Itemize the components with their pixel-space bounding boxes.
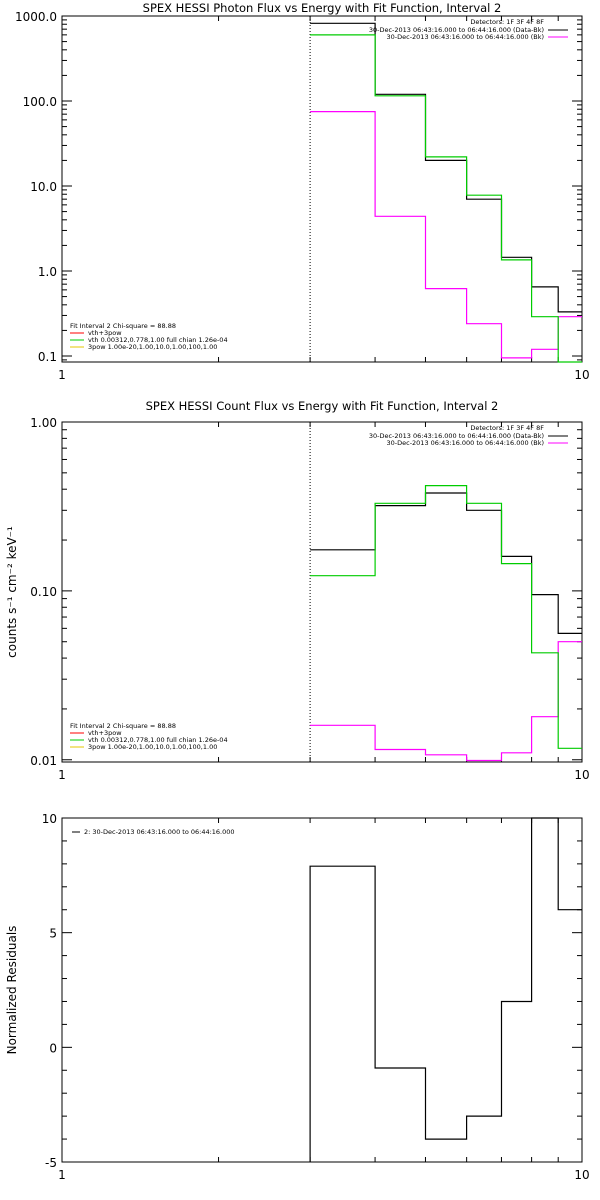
series-group [310,485,582,762]
series-line-0 [310,22,582,313]
x-tick-label: 10 [574,768,589,782]
y-tick-label: 1000.0 [15,10,57,24]
series-line-2 [310,485,582,749]
y-tick-label: 1.00 [30,416,57,430]
y-tick-label: 0.01 [30,754,57,768]
legend-header: Detectors: 1F 3F 4F 8F [470,18,544,26]
y-axis-label: counts s⁻¹ cm⁻² keV⁻¹ [5,526,19,658]
legend-label: 30-Dec-2013 06:43:16.000 to 06:44:16.000… [369,26,544,34]
axes-frame [61,15,583,363]
x-tick-label: 1 [58,768,66,782]
fit-legend-label: vth+3pow [88,329,122,337]
y-tick-label: 0.1 [38,350,57,364]
y-tick-label: 5 [49,927,57,941]
chart-panel-resid: Normalized Residuals 1 10 -5 0 5 10 2: 30-Dec-2… [5,812,590,1182]
fit-legend-label: vth 0.00312,0.778,1.00 full chian 1.26e-… [88,736,228,744]
axes-frame [61,421,583,763]
x-tick-label: 10 [574,1168,589,1182]
y-tick-label: 0 [49,1041,57,1055]
chart-panel-photon: SPEX HESSI Photon Flux vs Energy with Fi… [15,1,590,382]
y-tick-label: 10.0 [30,180,57,194]
y-axis-ticks: 0.01 0.10 1.00 [30,416,582,768]
y-axis-ticks: -5 0 5 10 [42,812,582,1170]
legend-label: 30-Dec-2013 06:43:16.000 to 06:44:16.000… [369,432,544,440]
fit-legend-label: 3pow 1.00e-20,1.00,10.0,1.00,100,1.00 [88,343,217,351]
series-group [309,817,582,1162]
fit-legend-label: 3pow 1.00e-20,1.00,10.0,1.00,100,1.00 [88,743,217,751]
y-axis-label: Normalized Residuals [5,926,19,1055]
y-tick-label: 1.0 [38,265,57,279]
fit-legend-label: vth 0.00312,0.778,1.00 full chian 1.26e-… [88,336,228,344]
legend-label: 30-Dec-2013 06:43:16.000 to 06:44:16.000… [387,439,545,447]
fit-legend-header: Fit Interval 2 Chi-square = 88.88 [70,722,176,730]
x-tick-label: 1 [58,368,66,382]
legend-label: 30-Dec-2013 06:43:16.000 to 06:44:16.000… [387,33,545,41]
series-line-0 [309,817,582,1162]
x-tick-label: 10 [574,368,589,382]
legend-bottom: Fit Interval 2 Chi-square = 88.88vth+3po… [70,722,228,751]
legend-bottom: Fit Interval 2 Chi-square = 88.88vth+3po… [70,322,228,351]
fit-legend-header: Fit Interval 2 Chi-square = 88.88 [70,322,176,330]
legend-header: Detectors: 1F 3F 4F 8F [470,424,544,432]
y-axis-ticks: 0.1 1.0 10.0 100.0 1000.0 [15,10,582,364]
x-axis-ticks: 1 10 [58,422,590,782]
x-tick-label: 1 [58,1168,66,1182]
legend-label: 2: 30-Dec-2013 06:43:16.000 to 06:44:16.… [84,828,235,836]
legend-top: 2: 30-Dec-2013 06:43:16.000 to 06:44:16.… [72,828,235,836]
y-tick-label: 0.10 [30,585,57,599]
chart-panel-count: SPEX HESSI Count Flux vs Energy with Fit… [5,399,590,782]
y-tick-label: -5 [45,1156,57,1170]
x-axis-ticks: 1 10 [58,818,590,1182]
chart-title: SPEX HESSI Photon Flux vs Energy with Fi… [143,1,502,15]
series-line-1 [310,111,582,359]
series-group [310,22,582,363]
chart-title: SPEX HESSI Count Flux vs Energy with Fit… [146,399,499,413]
series-line-1 [310,641,582,762]
series-line-2 [310,34,582,363]
series-line-0 [310,492,582,634]
axes-frame [61,817,583,1163]
y-tick-label: 100.0 [23,95,57,109]
y-tick-label: 10 [42,812,57,826]
fit-legend-label: vth+3pow [88,729,122,737]
